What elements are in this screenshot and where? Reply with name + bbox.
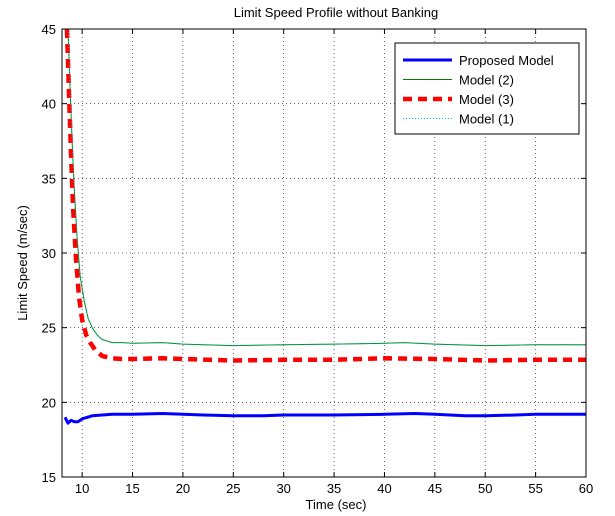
x-tick-label: 25	[226, 481, 240, 496]
x-tick-label: 40	[377, 481, 391, 496]
y-tick-label: 45	[42, 22, 56, 37]
series-line-proposed-model	[63, 412, 586, 425]
axis-ticks: 10 15 20 25 30 35 40 45 50 55 60 15 20 25 30 35 40 45	[42, 22, 594, 496]
y-tick-label: 20	[42, 395, 56, 410]
y-axis-label: Limit Speed (m/sec)	[15, 205, 30, 321]
legend-label: Model (2)	[459, 73, 514, 88]
y-tick-label: 35	[42, 171, 56, 186]
series-layer	[63, 29, 586, 425]
legend-label: Model (3)	[459, 92, 514, 107]
y-tick-label: 15	[42, 470, 56, 485]
y-tick-label: 40	[42, 97, 56, 112]
x-axis-label: Time (sec)	[306, 497, 367, 512]
legend-label: Proposed Model	[459, 53, 554, 68]
legend-label: Model (1)	[459, 112, 514, 127]
x-tick-label: 20	[176, 481, 190, 496]
legend-box	[394, 42, 580, 135]
x-tick-label: 50	[478, 481, 492, 496]
y-tick-label: 30	[42, 246, 56, 261]
x-tick-label: 60	[579, 481, 593, 496]
x-tick-label: 35	[327, 481, 341, 496]
series-line-model-3	[64, 29, 586, 363]
x-tick-label: 10	[75, 481, 89, 496]
series-line-model-1	[67, 29, 586, 347]
x-tick-label: 30	[276, 481, 290, 496]
x-tick-label: 55	[528, 481, 542, 496]
x-tick-label: 45	[428, 481, 442, 496]
legend: Proposed Model Model (2) Model (3) Model (1…	[394, 42, 580, 135]
chart-title: Limit Speed Profile without Banking	[234, 5, 439, 20]
y-tick-label: 25	[42, 321, 56, 336]
x-tick-label: 15	[125, 481, 139, 496]
